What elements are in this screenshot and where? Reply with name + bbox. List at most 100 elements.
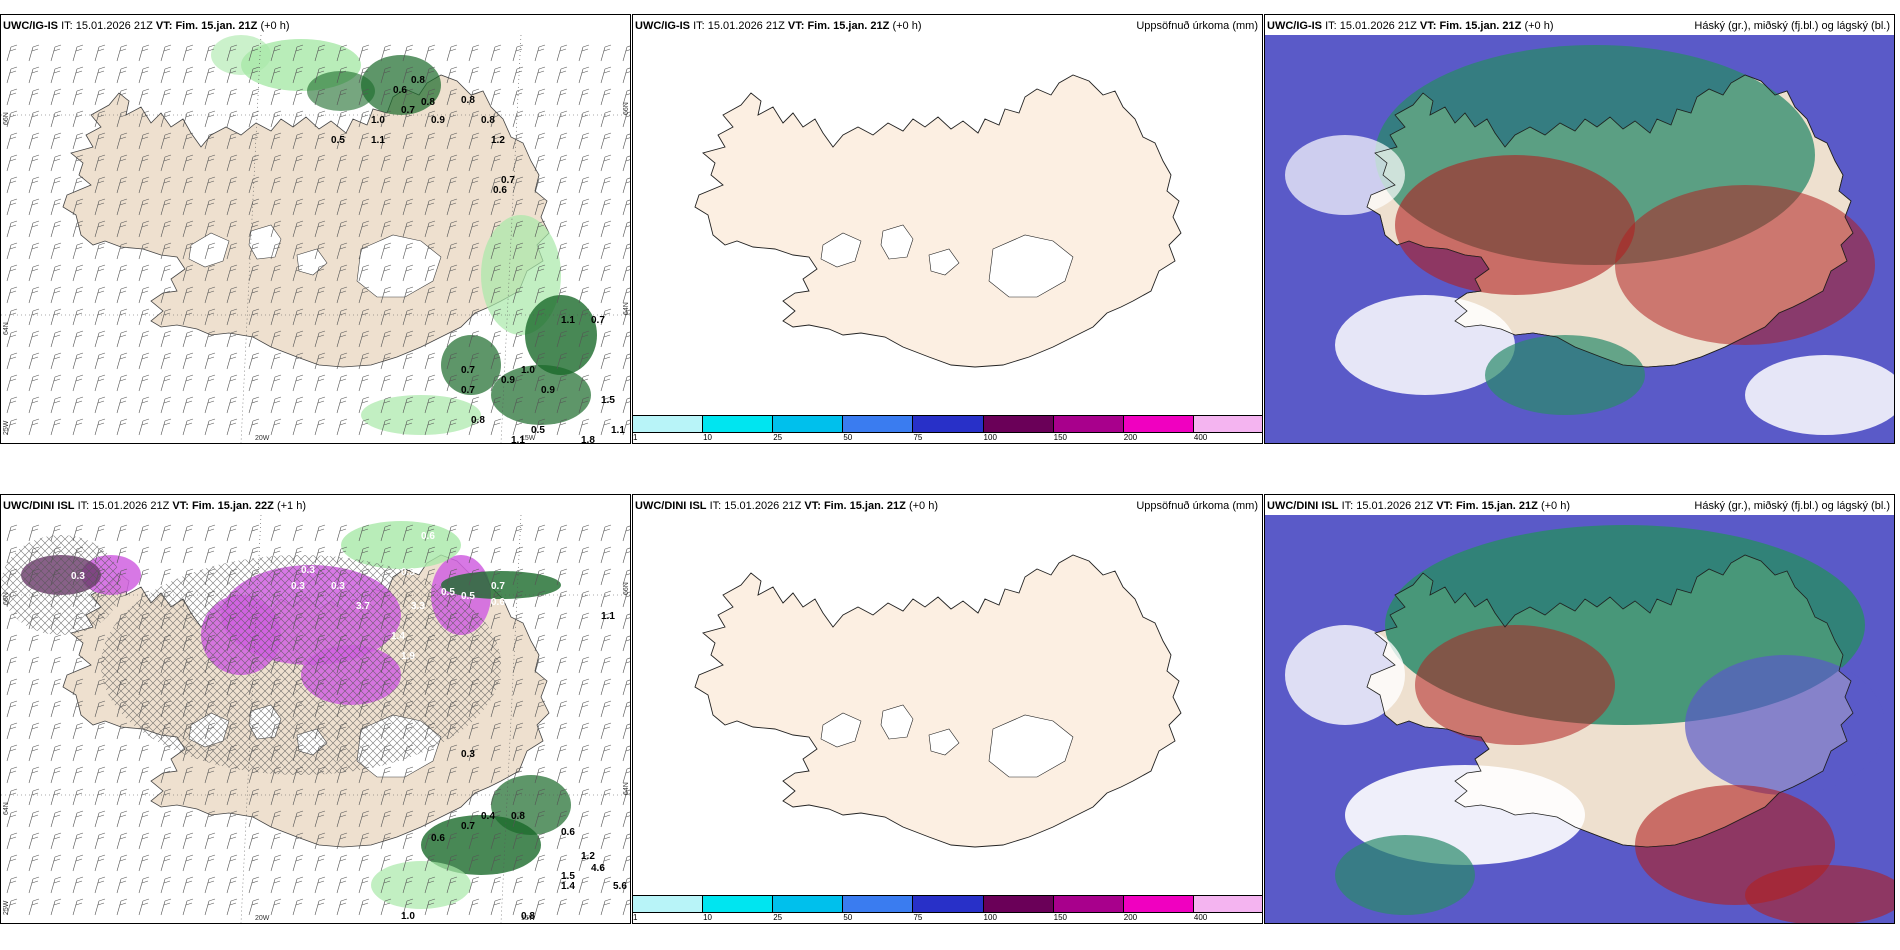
wind-barb [468, 308, 480, 326]
wind-barb [160, 568, 172, 586]
wind-barb [28, 832, 40, 850]
wind-barb [314, 898, 326, 916]
wind-barb [468, 590, 480, 608]
colorbar-tick-label: 25 [773, 913, 783, 922]
wind-barb [468, 722, 480, 740]
wind-barb [336, 264, 348, 282]
wind-barb [50, 220, 62, 238]
precip-value-label: 1.1 [601, 611, 615, 622]
wind-barb [138, 612, 150, 630]
wind-barb [490, 242, 502, 260]
wind-barb [600, 744, 612, 762]
wind-barb [6, 854, 18, 872]
wind-barb [6, 330, 18, 348]
wind-barb [6, 396, 18, 414]
wind-barb [336, 44, 348, 62]
wind-barb [358, 678, 370, 696]
wind-barb [116, 374, 128, 392]
wind-barb [512, 44, 524, 62]
wind-barb [248, 330, 260, 348]
precip-value-label: 0.5 [531, 425, 545, 436]
wind-barb [138, 524, 150, 542]
wind-barb [358, 88, 370, 106]
wind-barb [556, 308, 568, 326]
wind-barb [116, 744, 128, 762]
wind-barb [468, 766, 480, 784]
wind-barb [226, 330, 238, 348]
wind-barb [556, 66, 568, 84]
wind-barb [314, 568, 326, 586]
wind-barb [622, 657, 630, 674]
wind-barb [424, 810, 436, 828]
precip-value-label: 0.8 [461, 95, 475, 106]
wind-barb [72, 678, 84, 696]
wind-barb [292, 242, 304, 260]
glacier [880, 224, 914, 260]
wind-barb [94, 374, 106, 392]
wind-barb [600, 132, 612, 150]
wind-barb [578, 110, 590, 128]
wind-barb [292, 612, 304, 630]
wind-barb [182, 264, 194, 282]
cloud-layer-area [1285, 625, 1405, 725]
wind-barb [204, 810, 216, 828]
wind-barb [160, 352, 172, 370]
wind-barb [138, 352, 150, 370]
wind-barb [270, 788, 282, 806]
panel-field-title: Háský (gr.), miðský (fj.bl.) og lágský (… [1694, 20, 1890, 32]
wind-barb [292, 700, 304, 718]
wind-barb [534, 832, 546, 850]
wind-barb [292, 766, 304, 784]
vt-label: VT: [155, 20, 173, 32]
wind-barb [490, 678, 502, 696]
wind-barb [380, 788, 392, 806]
wind-barb [490, 220, 502, 238]
wind-barb [446, 546, 458, 564]
precip-value-label: 0.6 [431, 833, 445, 844]
wind-barb [160, 132, 172, 150]
wind-barb [6, 568, 18, 586]
panel-field-title: Uppsöfnuð úrkoma (mm) [1136, 500, 1258, 512]
wind-barb [116, 546, 128, 564]
wind-barb [490, 810, 502, 828]
wind-barb [424, 154, 436, 172]
wind-barb [468, 220, 480, 238]
wind-barb [512, 656, 524, 674]
wind-barb [600, 374, 612, 392]
wind-barb [424, 220, 436, 238]
wind-barb [6, 898, 18, 916]
wind-barb [226, 220, 238, 238]
wind-barb [94, 854, 106, 872]
wind-barb [578, 766, 590, 784]
wind-barb [72, 546, 84, 564]
wind-barb [622, 877, 630, 894]
wind-barb [6, 700, 18, 718]
wind-barb [138, 154, 150, 172]
it-label: IT: [77, 500, 90, 512]
wind-barb [182, 396, 194, 414]
wind-barb [490, 832, 502, 850]
wind-barb [248, 308, 260, 326]
wind-barb [446, 88, 458, 106]
wind-barb [226, 154, 238, 172]
wind-barb [182, 810, 194, 828]
precip-value-label: 1.0 [371, 115, 385, 126]
wind-barb [468, 396, 480, 414]
wind-barb [72, 832, 84, 850]
wind-barb [160, 612, 172, 630]
wind-barb [424, 374, 436, 392]
wind-barb [600, 854, 612, 872]
wind-barb [248, 700, 260, 718]
precip-value-label: 0.8 [521, 911, 535, 922]
wind-barb [94, 700, 106, 718]
wind-barb [490, 898, 502, 916]
wind-barb [578, 722, 590, 740]
wind-barb [72, 110, 84, 128]
wind-barb [182, 744, 194, 762]
wind-barb [248, 656, 260, 674]
wind-barb [578, 898, 590, 916]
wind-barb [534, 330, 546, 348]
colorbar-swatch [913, 896, 984, 912]
wind-barb [446, 810, 458, 828]
wind-barb [490, 176, 502, 194]
